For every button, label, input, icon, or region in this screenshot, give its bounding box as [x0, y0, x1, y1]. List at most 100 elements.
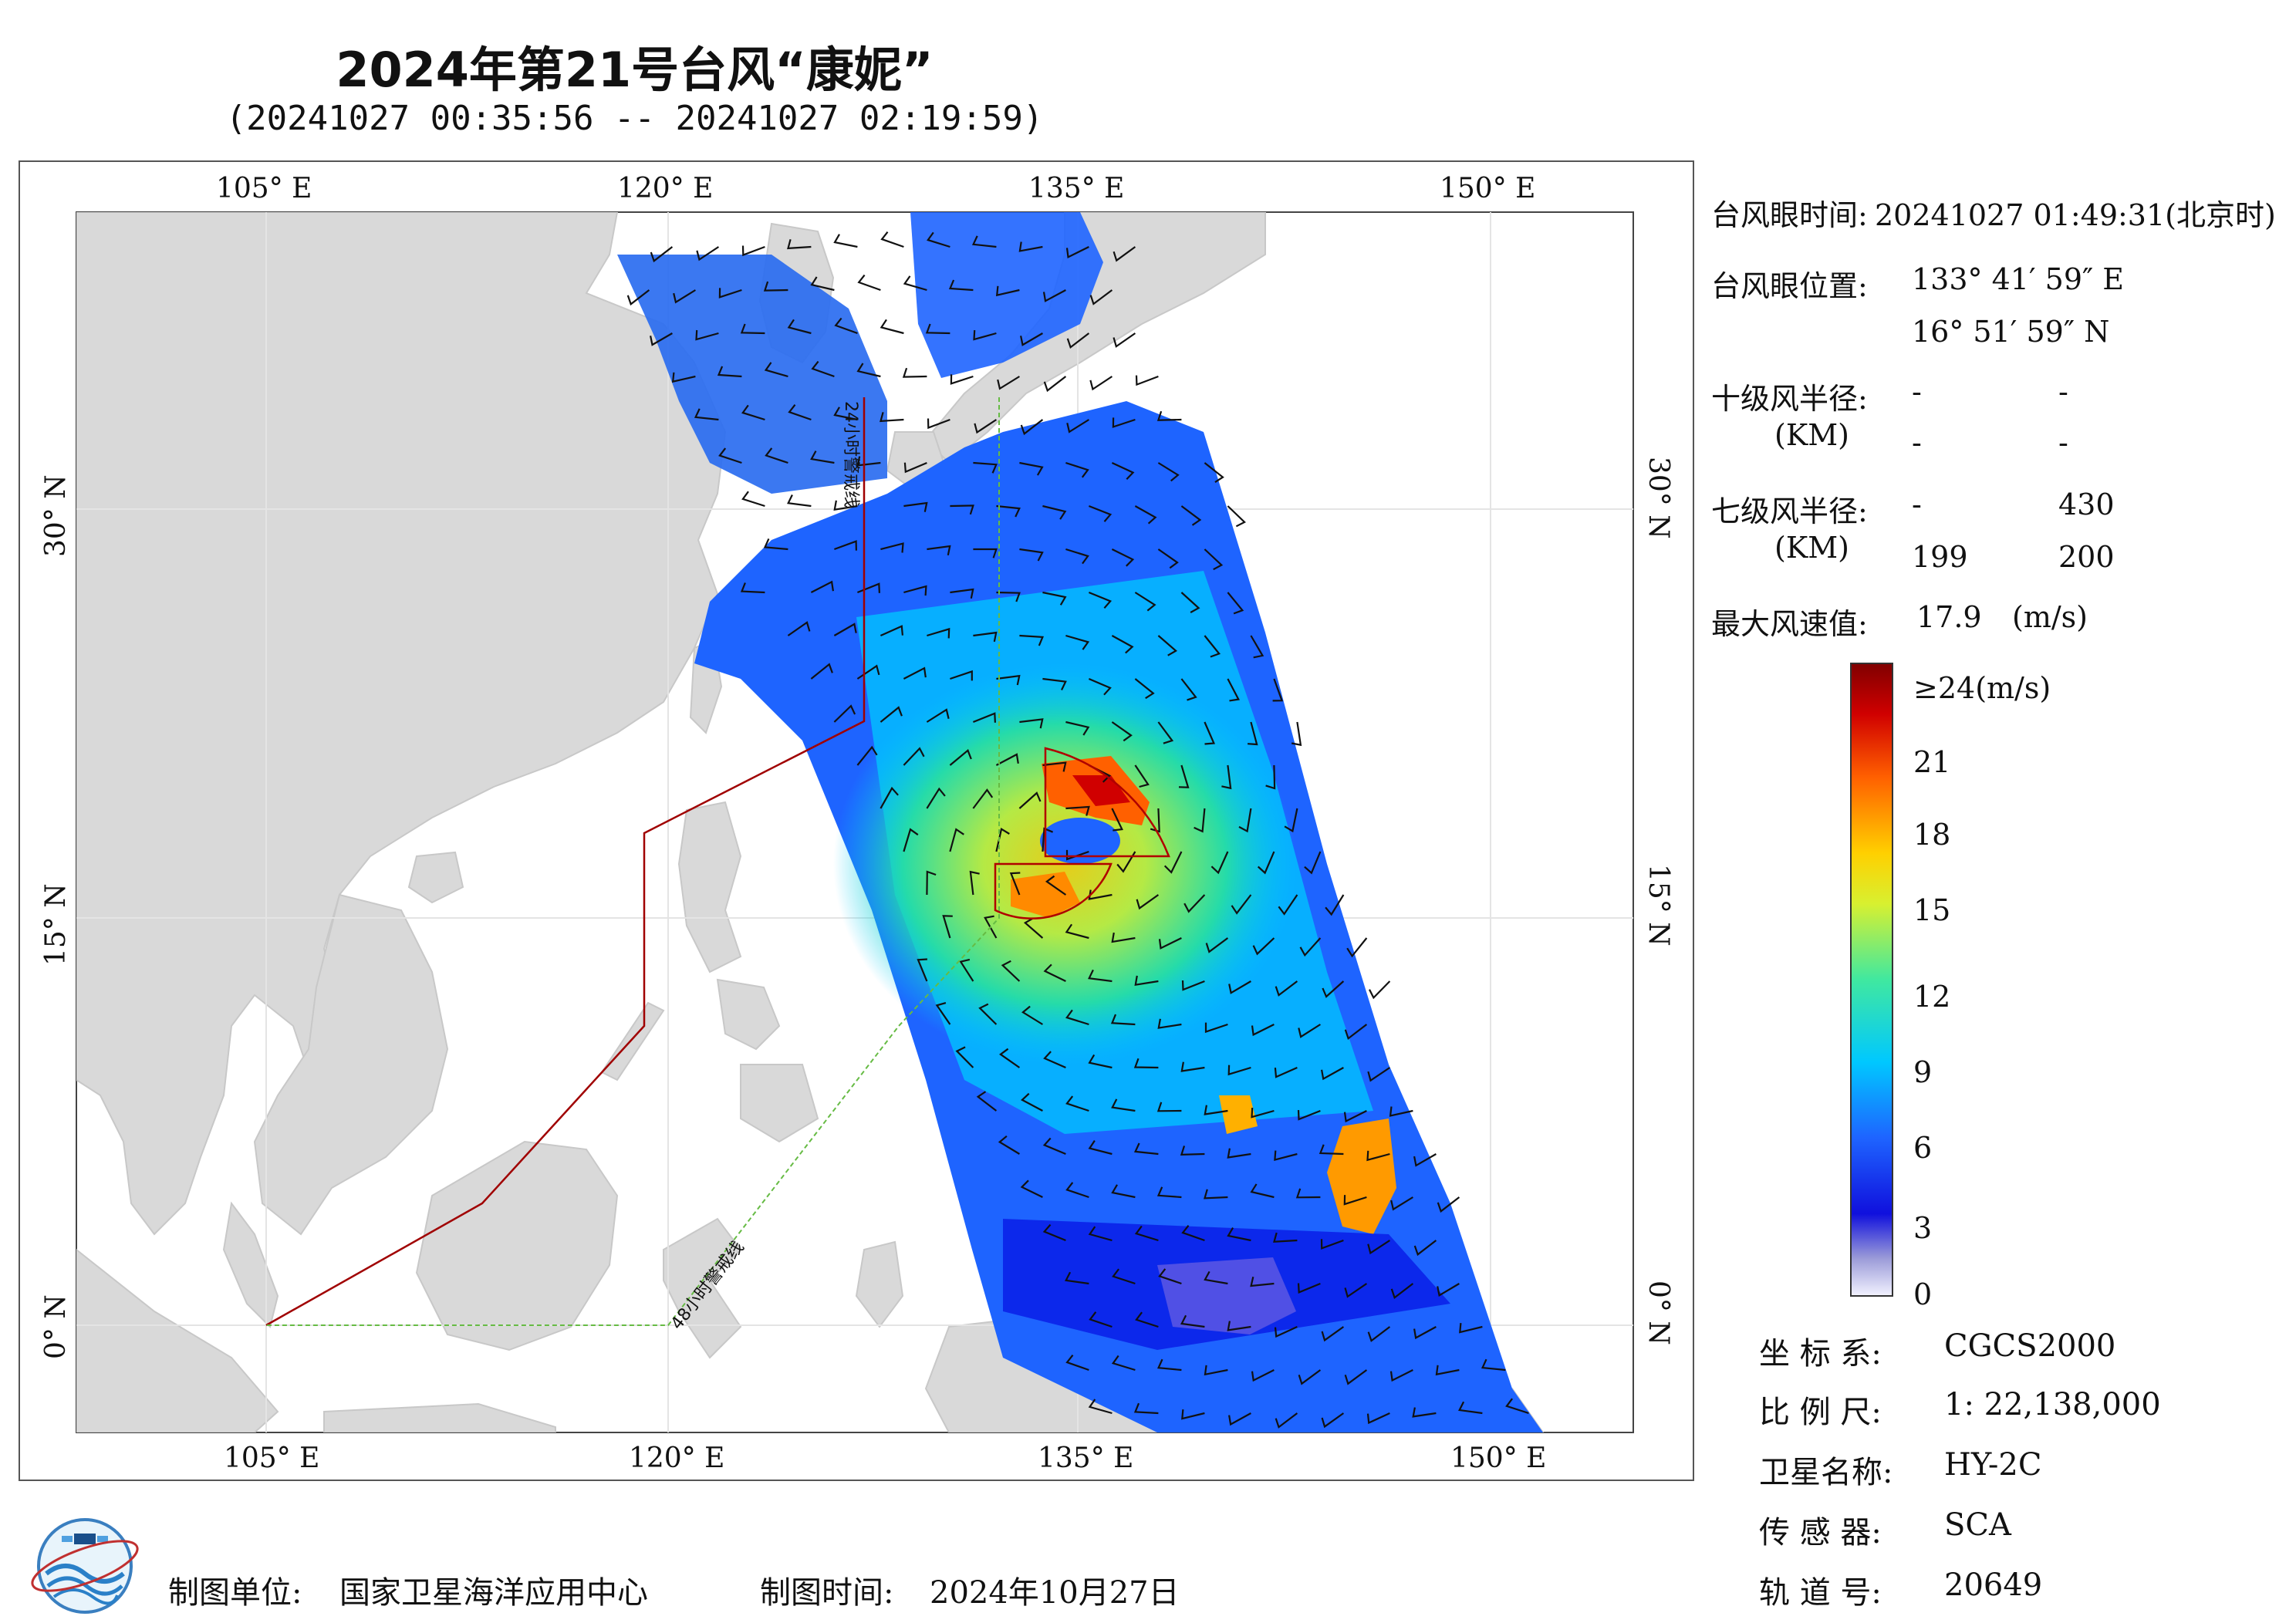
wind-barb: [1113, 332, 1136, 348]
wind-barb: [973, 461, 998, 474]
wind-barb: [999, 1048, 1021, 1068]
wind-barb: [1157, 548, 1179, 569]
wind-barb: [955, 1046, 974, 1068]
wind-barb: [1150, 808, 1160, 833]
wind-barb: [1181, 1225, 1205, 1242]
wind-barb: [1065, 720, 1090, 736]
wind-barb: [1018, 791, 1042, 809]
wind-barb: [903, 666, 927, 680]
swath-north-fragment-1: [617, 255, 887, 494]
r10-value-2: -: [2058, 375, 2068, 409]
wind-barb: [926, 870, 937, 896]
wind-barb: [880, 542, 904, 553]
wind-barb: [1390, 1196, 1413, 1211]
wind-barb: [1389, 1106, 1413, 1117]
sensor-label: 传 感 器:: [1759, 1515, 1882, 1550]
wind-barb: [856, 456, 881, 467]
satellite-value: HY-2C: [1944, 1447, 2042, 1483]
wind-barb: [1156, 410, 1182, 421]
land-palawan: [600, 1001, 665, 1081]
wind-barb: [1369, 980, 1391, 1000]
max-wind-value: 17.9: [1916, 600, 1982, 634]
wind-barb: [1021, 1092, 1043, 1112]
wind-barb: [903, 585, 927, 596]
producer-label: 制图单位:: [168, 1575, 302, 1611]
wind-barb: [1156, 1186, 1182, 1199]
wind-barb: [1088, 1399, 1113, 1415]
wind-barb: [1111, 1184, 1136, 1199]
lon-label-bottom-150: 150° E: [1450, 1442, 1547, 1474]
wind-barb: [927, 545, 951, 556]
wind-barb: [833, 407, 858, 421]
wind-barb: [1065, 1009, 1089, 1026]
wind-barb: [997, 376, 1020, 390]
wind-barb: [959, 958, 974, 982]
wind-barb: [1111, 462, 1135, 481]
wind-barb: [1481, 1358, 1506, 1372]
land-malay: [222, 1201, 279, 1328]
wind-barb: [1284, 808, 1298, 833]
wind-barb: [902, 367, 927, 378]
r10-value-1: -: [1912, 375, 1922, 409]
wind-barb: [1066, 332, 1090, 349]
r7-value-2: 430: [2058, 488, 2115, 521]
wind-barb: [903, 747, 925, 766]
wind-barb: [1111, 635, 1134, 654]
scale-label: 比 例 尺:: [1759, 1395, 1882, 1430]
wind-barb: [1088, 504, 1113, 522]
wind-barb: [1227, 592, 1244, 615]
wind-barb: [1204, 1105, 1228, 1115]
wind-barb: [787, 239, 812, 250]
orbit-value: 20649: [1944, 1567, 2043, 1603]
wind-barb: [903, 275, 927, 292]
wind-barb: [1275, 1412, 1298, 1429]
wind-radius-sector-ne: [1044, 747, 1170, 858]
land-borneo: [415, 1140, 619, 1351]
wind-barb: [1251, 1108, 1275, 1119]
wind-barb: [996, 591, 1021, 602]
wind-barb: [1065, 1095, 1089, 1112]
wind-barb: [1458, 1401, 1483, 1415]
wind-barb: [856, 745, 878, 766]
wind-barb: [650, 332, 673, 346]
wind-barb: [1111, 721, 1133, 742]
typhoon-eye: [1040, 818, 1120, 864]
wind-barb: [1110, 1014, 1136, 1026]
orange-patch-2: [1219, 1095, 1258, 1134]
wind-barb: [1111, 808, 1123, 832]
sensor-value: SCA: [1944, 1507, 2011, 1543]
r10-label: 十级风半径:: [1711, 382, 1868, 416]
wind-barb: [1274, 1326, 1298, 1338]
wind-barb: [880, 625, 903, 637]
wind-barb: [1134, 1225, 1159, 1242]
wind-barb: [1390, 1283, 1414, 1300]
wind-barb: [1319, 1144, 1344, 1156]
wind-barb: [1116, 851, 1136, 873]
wind-barb: [1088, 969, 1113, 983]
wind-barb: [673, 289, 696, 304]
wind-barb: [1250, 635, 1264, 659]
wind-barb: [671, 372, 696, 383]
wind-barb: [1009, 872, 1021, 896]
wind-barb: [1043, 1051, 1066, 1069]
wind-barb: [1295, 1188, 1321, 1199]
wind-barb: [1228, 980, 1251, 994]
colorbar-tick-12: 12: [1913, 980, 1951, 1014]
wind-barb: [1042, 827, 1054, 852]
max-wind-unit: (m/s): [2012, 600, 2088, 634]
wind-barb: [950, 504, 974, 515]
wind-barb: [1157, 721, 1174, 744]
wind-barb: [1272, 678, 1284, 702]
wind-barb: [834, 540, 857, 551]
wind-barb: [1325, 894, 1345, 916]
wind-barb: [1135, 375, 1159, 386]
wind-barb: [810, 276, 835, 292]
wind-barb: [833, 623, 857, 636]
wind-barb: [1298, 1024, 1321, 1038]
wind-barb: [950, 588, 974, 599]
wind-barb: [1205, 937, 1229, 953]
wind-barb: [833, 500, 858, 511]
wind-barb: [1413, 1240, 1437, 1257]
wind-barb: [1366, 1150, 1390, 1162]
wind-barb: [942, 915, 953, 939]
